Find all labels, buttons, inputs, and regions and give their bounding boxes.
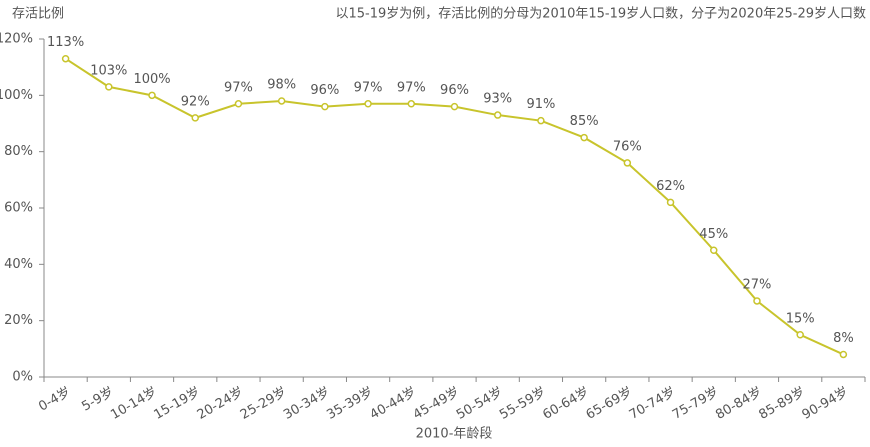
point: [105, 83, 113, 91]
data-label: 98%: [267, 77, 296, 92]
x-tick-label: 55-59岁: [497, 385, 548, 423]
data-label: 45%: [699, 227, 728, 242]
x-tick-label: 60-64岁: [540, 385, 591, 423]
point: [148, 91, 156, 100]
data-label: 100%: [133, 72, 170, 87]
y-tick-label: 60%: [4, 201, 33, 216]
x-tick-label: 85-89岁: [756, 385, 807, 423]
data-label: 113%: [47, 35, 84, 50]
point: [277, 97, 286, 105]
data-label: 15%: [786, 311, 815, 326]
x-tick-label: 20-24岁: [195, 385, 246, 423]
x-tick-label: 30-34岁: [281, 385, 332, 423]
point: [321, 102, 329, 111]
x-tick-label: 10-14岁: [108, 385, 159, 423]
point: [364, 100, 372, 108]
data-label: 8%: [833, 331, 854, 346]
data-label: 93%: [483, 92, 512, 107]
data-label: 96%: [310, 83, 339, 98]
point: [191, 114, 199, 122]
point: [234, 100, 243, 108]
point: [450, 102, 459, 111]
y-tick-label: 20%: [4, 313, 33, 328]
x-tick-label: 25-29岁: [238, 385, 289, 423]
x-tick-label: 40-44岁: [368, 385, 419, 423]
point: [537, 116, 545, 125]
x-tick-label: 80-84岁: [713, 385, 764, 423]
data-label: 91%: [526, 97, 555, 112]
x-axis-title: 2010-年龄段: [416, 427, 493, 442]
point: [580, 133, 588, 142]
point: [753, 297, 761, 305]
data-label: 97%: [397, 80, 426, 95]
data-label: 62%: [656, 179, 685, 194]
data-label: 96%: [440, 83, 469, 98]
x-tick-label: 65-69岁: [584, 385, 635, 423]
point: [623, 159, 632, 167]
data-label: 97%: [354, 80, 383, 95]
point: [61, 54, 70, 63]
data-label: 27%: [743, 277, 772, 292]
x-tick-label: 35-39岁: [324, 385, 375, 423]
point: [796, 331, 804, 339]
y-tick-label: 120%: [0, 32, 33, 47]
y-axis-title: 存活比例: [12, 7, 64, 22]
x-tick-label: 90-94岁: [800, 385, 851, 423]
data-label: 85%: [570, 114, 599, 129]
data-label: 97%: [224, 80, 253, 95]
point: [839, 350, 848, 359]
data-label: 92%: [181, 94, 210, 109]
x-tick-label: 0-4岁: [36, 385, 73, 415]
x-tick-label: 45-49岁: [411, 385, 462, 423]
y-tick-label: 100%: [0, 88, 33, 103]
data-label: 76%: [613, 139, 642, 154]
x-tick-label: 50-54岁: [454, 385, 505, 423]
x-tick-label: 70-74岁: [627, 385, 678, 423]
y-tick-label: 40%: [4, 257, 33, 272]
x-tick-label: 15-19岁: [152, 385, 203, 423]
x-tick-label: 75-79岁: [670, 385, 721, 423]
point: [493, 111, 502, 119]
y-tick-label: 0%: [12, 370, 33, 385]
chart-subtitle: 以15-19岁为例，存活比例的分母为2010年15-19岁人口数，分子为2020…: [336, 6, 867, 22]
point: [710, 246, 718, 254]
point: [666, 198, 675, 207]
data-label: 103%: [90, 63, 127, 78]
y-tick-label: 80%: [4, 144, 33, 159]
point: [407, 100, 416, 108]
